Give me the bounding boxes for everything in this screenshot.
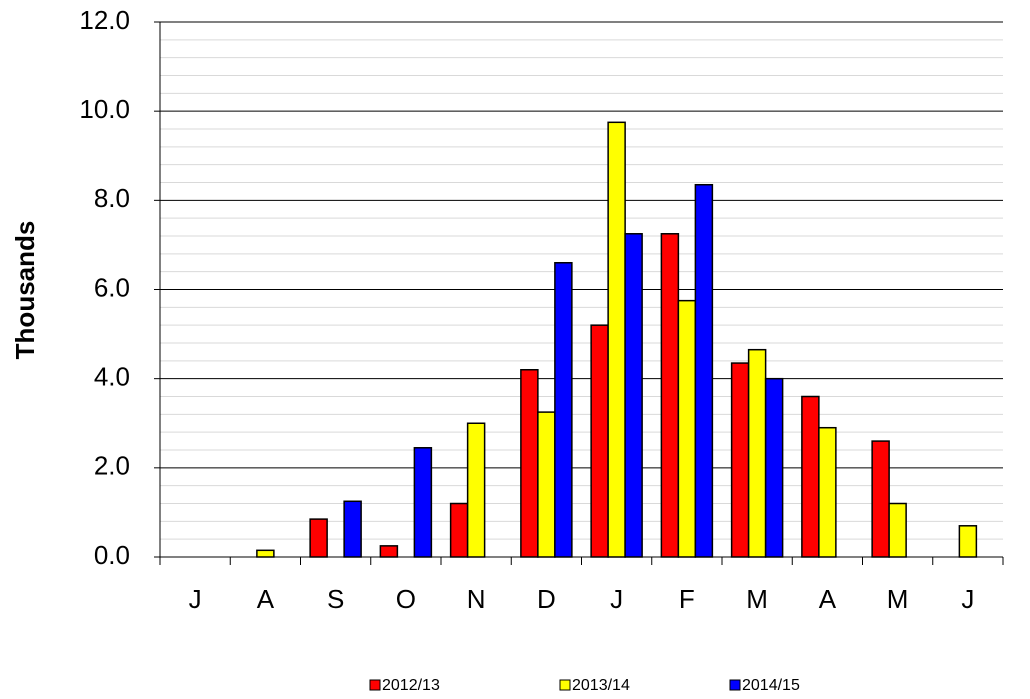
bar <box>343 500 362 558</box>
y-tick-label: 2.0 <box>94 451 130 481</box>
bar <box>256 549 275 558</box>
x-tick-label: N <box>467 584 486 614</box>
bar <box>607 121 626 558</box>
x-tick-label: O <box>396 584 416 614</box>
legend-label: 2013/14 <box>572 677 630 694</box>
bar <box>466 422 486 558</box>
x-tick-label: F <box>679 584 695 614</box>
legend-swatch <box>729 679 741 691</box>
bar <box>871 440 890 558</box>
legend-swatch <box>559 679 571 691</box>
bar <box>520 369 539 558</box>
legend-swatch <box>369 679 381 691</box>
x-tick-label: A <box>257 584 275 614</box>
x-tick-label: D <box>537 584 556 614</box>
y-tick-label: 0.0 <box>94 540 130 570</box>
x-tick-label: M <box>746 584 768 614</box>
y-tick-label: 12.0 <box>79 5 130 35</box>
x-tick-label: J <box>961 584 974 614</box>
x-tick-label: M <box>887 584 909 614</box>
x-tick-label: J <box>610 584 623 614</box>
bar <box>888 502 907 558</box>
x-tick-label: S <box>327 584 344 614</box>
bar <box>764 377 784 558</box>
bar <box>730 362 750 558</box>
bar <box>554 262 573 558</box>
y-tick-label: 10.0 <box>79 94 130 124</box>
bar <box>677 299 697 558</box>
bar <box>309 518 328 558</box>
y-axis-label: Thousands <box>10 221 40 360</box>
bar <box>660 233 680 558</box>
y-tick-label: 6.0 <box>94 272 130 302</box>
bar <box>801 395 820 558</box>
y-tick-label: 4.0 <box>94 362 130 392</box>
bar <box>379 545 399 558</box>
legend-label: 2014/15 <box>742 677 800 694</box>
bar <box>694 183 714 558</box>
x-tick-label: A <box>819 584 837 614</box>
bar <box>624 233 643 558</box>
bar <box>818 426 837 558</box>
x-tick-label: J <box>189 584 202 614</box>
bar <box>958 525 978 558</box>
bar <box>590 324 609 558</box>
legend-label: 2012/13 <box>382 677 440 694</box>
bar <box>449 502 469 558</box>
bar <box>747 348 767 558</box>
bar <box>413 447 433 558</box>
bar <box>537 411 556 558</box>
y-tick-label: 8.0 <box>94 183 130 213</box>
